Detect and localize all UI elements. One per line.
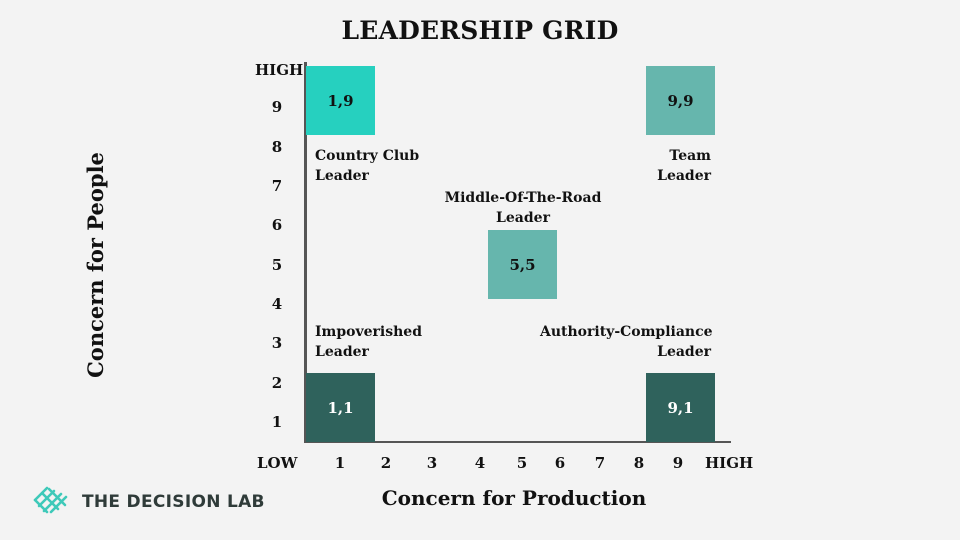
x-tick: 3 (426, 454, 438, 472)
x-tick: 2 (380, 454, 392, 472)
x-tick: 1 (334, 454, 346, 472)
x-tick: 9 (672, 454, 684, 472)
cell-1-9: 1,9 (306, 66, 375, 135)
x-tick: 4 (474, 454, 486, 472)
authority-compliance-leader-label: Authority-Compliance Leader (540, 324, 713, 360)
y-tick: 9 (271, 98, 283, 116)
cell-1-1: 1,1 (306, 373, 375, 442)
x-tick: 6 (554, 454, 566, 472)
y-tick: 8 (271, 138, 283, 156)
x-tick: 5 (516, 454, 528, 472)
y-tick: 1 (271, 413, 283, 431)
x-tick: 7 (594, 454, 606, 472)
logo: THE DECISION LAB (32, 485, 265, 519)
y-axis-line (304, 62, 307, 443)
logo-text: THE DECISION LAB (82, 492, 265, 512)
x-axis-high-label: HIGH (705, 454, 754, 472)
decision-lab-logo-icon (32, 485, 70, 519)
y-tick: 5 (271, 256, 283, 274)
x-tick: 8 (633, 454, 645, 472)
y-tick: 6 (271, 216, 283, 234)
middle-of-the-road-leader-label: Middle-Of-The-Road Leader (444, 190, 602, 226)
team-leader-label: Team Leader (657, 148, 711, 184)
impoverished-leader-label: Impoverished Leader (315, 324, 422, 360)
x-axis-line (304, 441, 731, 443)
y-axis-high-label: HIGH (255, 61, 304, 79)
y-axis-title: Concern for People (83, 152, 108, 378)
y-tick: 4 (271, 295, 283, 313)
cell-9-1: 9,1 (646, 373, 715, 442)
page-title: LEADERSHIP GRID (341, 16, 619, 45)
country-club-leader-label: Country Club Leader (315, 148, 420, 184)
y-tick: 7 (271, 177, 283, 195)
cell-5-5: 5,5 (488, 230, 557, 299)
x-axis-title: Concern for Production (381, 486, 647, 510)
x-axis-low-label: LOW (257, 454, 298, 472)
cell-9-9: 9,9 (646, 66, 715, 135)
y-tick: 3 (271, 334, 283, 352)
y-tick: 2 (271, 374, 283, 392)
